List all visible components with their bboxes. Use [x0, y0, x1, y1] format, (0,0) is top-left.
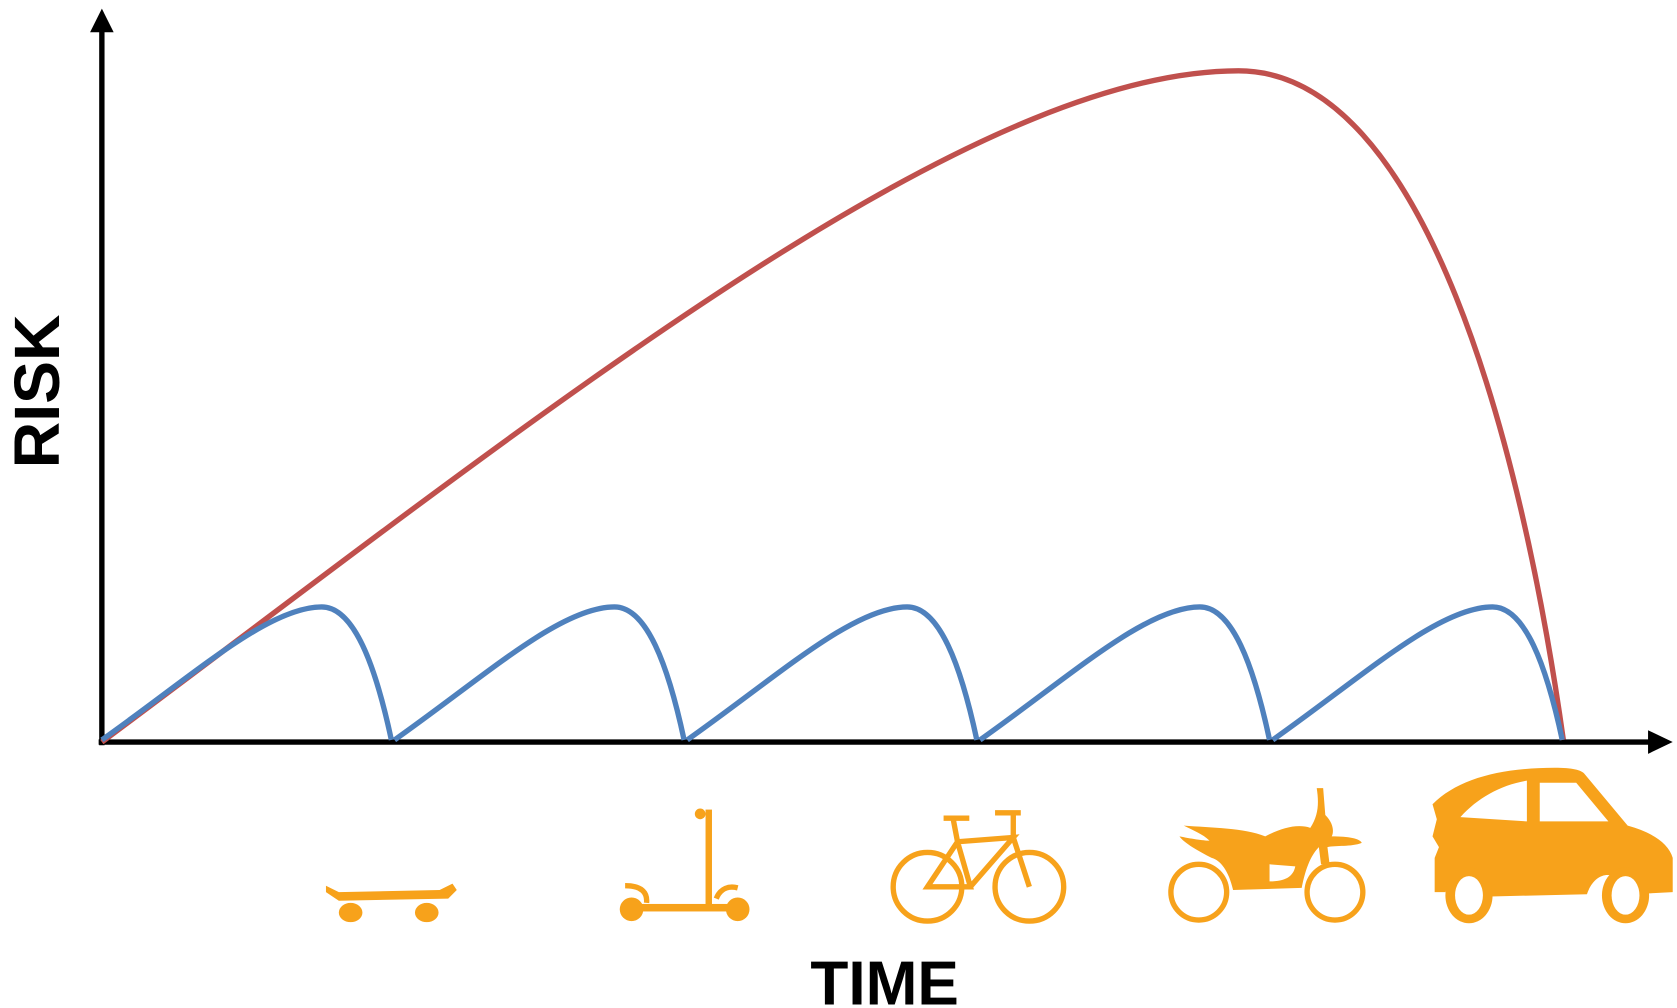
icon-part	[992, 849, 1067, 924]
icon-part	[632, 903, 736, 912]
icon-part	[1304, 861, 1366, 923]
x-axis-label: TIME	[810, 950, 959, 1008]
cumulative-risk-curve	[100, 68, 1566, 745]
icon-part	[1269, 864, 1296, 882]
skateboard-icon	[325, 883, 457, 923]
icon-part	[619, 897, 644, 922]
icon-part	[705, 809, 712, 907]
scallop	[100, 604, 394, 743]
icon-part	[922, 810, 1032, 890]
icon-part	[1460, 780, 1609, 822]
icon-part	[694, 808, 706, 820]
scallop	[1271, 604, 1565, 743]
icon-part	[1611, 876, 1640, 915]
icon-part	[625, 883, 650, 904]
icon-part	[338, 902, 363, 923]
icon-part	[725, 897, 750, 922]
icon-part	[1455, 876, 1483, 915]
car-icon	[1432, 767, 1673, 924]
y-axis-arrow	[90, 8, 114, 33]
motorbike-icon	[1168, 788, 1366, 923]
icon-part	[1168, 861, 1230, 923]
x-axis-arrow	[1648, 730, 1673, 754]
icon-part	[414, 902, 439, 923]
scallop	[393, 604, 687, 743]
risk-scallops	[100, 604, 1565, 743]
scallop	[685, 604, 980, 743]
icon-part	[1179, 788, 1362, 891]
scallop	[978, 604, 1273, 743]
icon-part	[325, 883, 457, 901]
y-axis-label: RISK	[1, 315, 73, 469]
icon-part	[713, 884, 739, 900]
bicycle-icon	[890, 810, 1067, 924]
scooter-icon	[619, 808, 750, 922]
